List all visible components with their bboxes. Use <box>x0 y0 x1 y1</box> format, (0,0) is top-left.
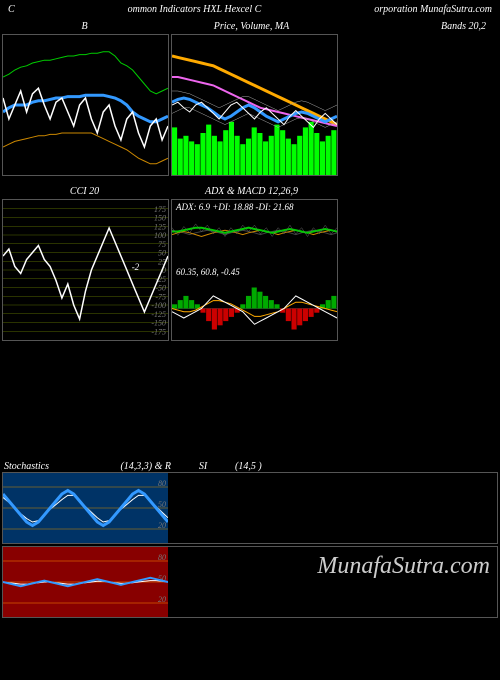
svg-text:20: 20 <box>158 595 166 604</box>
row3-titles: Stochastics (14,3,3) & R SI (14,5 ) <box>0 461 500 472</box>
svg-text:80: 80 <box>158 553 166 562</box>
svg-text:75: 75 <box>158 240 166 249</box>
svg-text:150: 150 <box>154 214 166 223</box>
svg-text:-50: -50 <box>155 284 166 293</box>
svg-text:-2: -2 <box>132 262 140 272</box>
svg-text:100: 100 <box>154 231 166 240</box>
svg-text:20: 20 <box>158 521 166 530</box>
row1 <box>0 34 500 176</box>
bollinger-panel <box>2 34 169 176</box>
svg-text:60.35, 60.8, -0.45: 60.35, 60.8, -0.45 <box>176 267 240 277</box>
spacer <box>0 341 500 461</box>
bands-label: Bands 20,2 <box>336 19 494 34</box>
cci-panel: 1751501251007550250-25-50-75-100-125-150… <box>2 199 169 341</box>
svg-text:-150: -150 <box>151 319 166 328</box>
price-ma-panel <box>171 34 338 176</box>
svg-text:175: 175 <box>154 205 166 214</box>
svg-text:80: 80 <box>158 479 166 488</box>
stochastics-panel: 80 50 20 <box>2 472 498 544</box>
rsi-params: (14,5 ) <box>235 461 385 472</box>
svg-text:50: 50 <box>158 500 166 509</box>
stoch-title: Stochastics <box>4 461 84 472</box>
svg-text:-175: -175 <box>151 327 166 336</box>
rsi-panel: 805020 <box>2 546 498 618</box>
svg-text:50: 50 <box>158 249 166 258</box>
row2: 1751501251007550250-25-50-75-100-125-150… <box>0 199 500 341</box>
rsi-title: SI <box>173 461 233 472</box>
svg-text:ADX: 6.9 +DI: 18.88 -DI: 21.68: ADX: 6.9 +DI: 18.88 -DI: 21.68 <box>175 202 294 212</box>
svg-text:-125: -125 <box>151 310 166 319</box>
svg-text:125: 125 <box>154 222 166 231</box>
adx-macd-title: ADX & MACD 12,26,9 <box>169 184 334 199</box>
bb-title: B <box>2 19 167 34</box>
row2-titles: CCI 20 ADX & MACD 12,26,9 <box>0 184 500 199</box>
header-right: orporation MunafaSutra.com <box>374 4 492 15</box>
price-ma-title: Price, Volume, MA <box>169 19 334 34</box>
row3: 805020 805020 <box>0 472 500 618</box>
header-left: C <box>8 4 15 15</box>
header-center: ommon Indicators HXL Hexcel C <box>128 4 262 15</box>
page-header: C ommon Indicators HXL Hexcel C orporati… <box>0 0 500 19</box>
adx-macd-panel: ADX: 6.9 +DI: 18.88 -DI: 21.68 60.35, 60.… <box>171 199 338 341</box>
svg-text:-75: -75 <box>155 292 166 301</box>
cci-title: CCI 20 <box>2 184 167 199</box>
svg-text:-100: -100 <box>151 301 166 310</box>
row1-titles: B Price, Volume, MA Bands 20,2 <box>0 19 500 34</box>
stoch-params: (14,3,3) & R <box>86 461 171 472</box>
